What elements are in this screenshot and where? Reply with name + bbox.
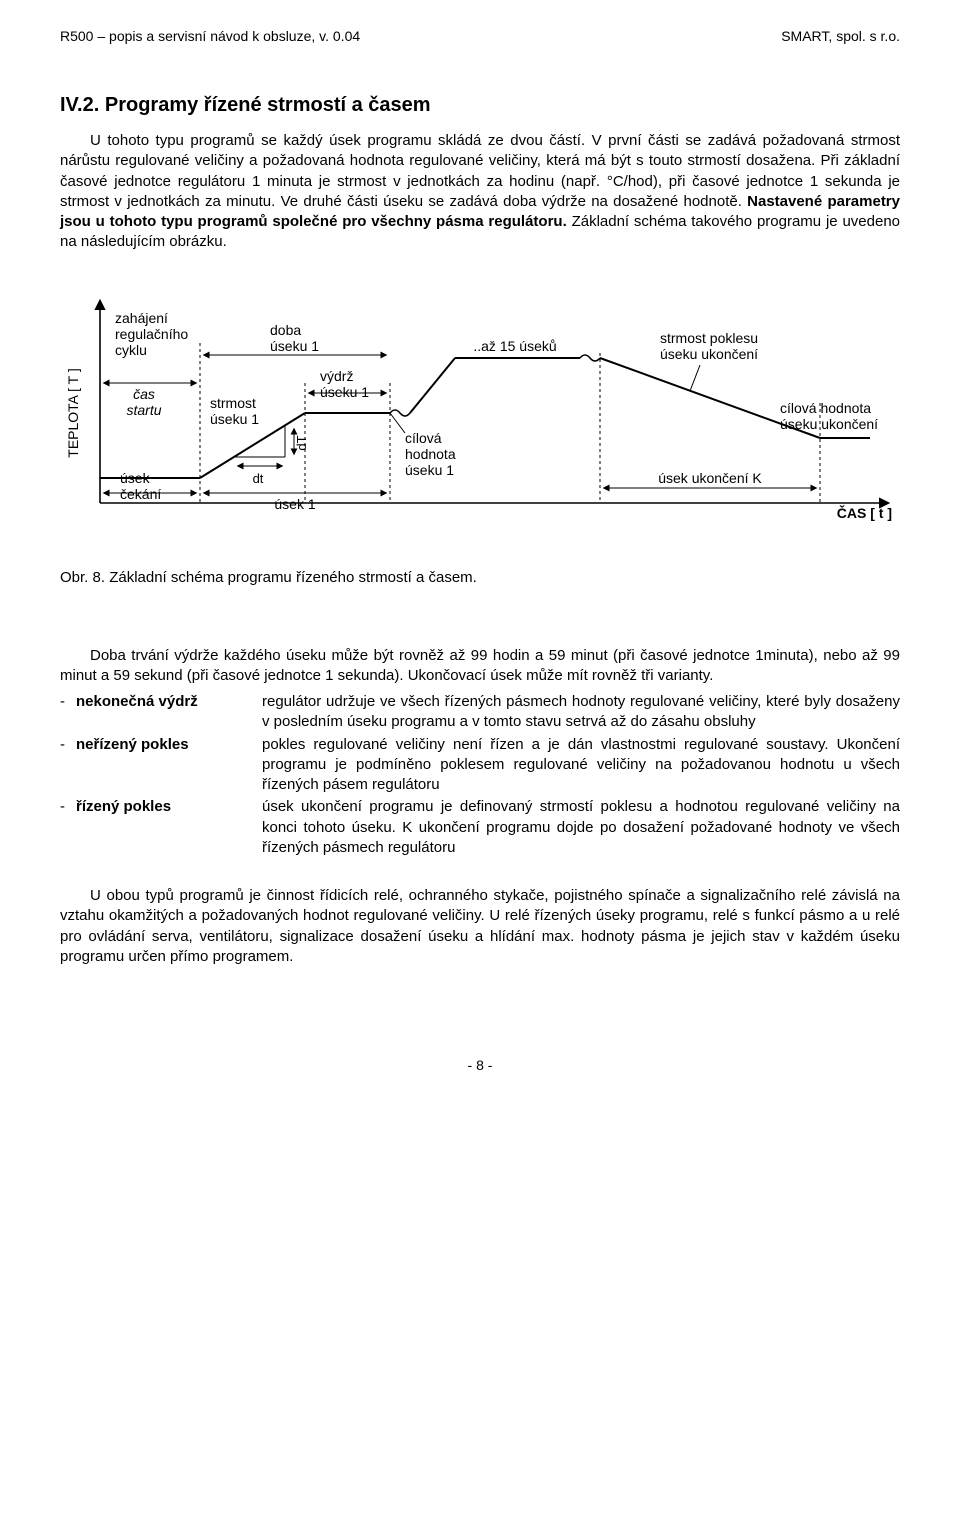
lbl-vydrz2: úseku 1 — [320, 384, 369, 400]
lbl-strmostp1: strmost poklesu — [660, 330, 758, 346]
lbl-strmostp2: úseku ukončení — [660, 346, 758, 362]
def-body-1: regulátor udržuje ve všech řízených pásm… — [262, 692, 900, 733]
lbl-cilova1: cílová — [405, 430, 442, 446]
lbl-zahajeni3: cyklu — [115, 342, 147, 358]
lbl-cas2: startu — [126, 402, 161, 418]
lbl-doba2: úseku 1 — [270, 338, 319, 354]
header-right: SMART, spol. s r.o. — [781, 28, 900, 44]
paragraph-relays: U obou typů programů je činnost řídicích… — [60, 886, 900, 967]
lbl-usekcek2: čekání — [120, 486, 161, 502]
lbl-strmost2: úseku 1 — [210, 411, 259, 427]
lbl-zahajeni2: regulačního — [115, 326, 188, 342]
lbl-az: ..až 15 úseků — [473, 338, 556, 354]
def-row-3: - řízený pokles úsek ukončení programu j… — [60, 797, 900, 858]
lbl-cilovauk1: cílová hodnota — [780, 400, 871, 416]
figure-caption: Obr. 8. Základní schéma programu řízenéh… — [60, 569, 900, 586]
def-row-2: - neřízený pokles pokles regulované veli… — [60, 735, 900, 796]
dash-icon: - — [60, 692, 72, 733]
lbl-cilova2: hodnota — [405, 446, 456, 462]
def-term-2: neřízený pokles — [72, 735, 262, 796]
axis-x-label: ČAS [ t ] — [837, 504, 892, 521]
page-header: R500 – popis a servisní návod k obsluze,… — [60, 28, 900, 44]
def-term-3: řízený pokles — [72, 797, 262, 858]
dash-icon: - — [60, 797, 72, 858]
lbl-vydrz1: výdrž — [320, 368, 353, 384]
lbl-doba1: doba — [270, 322, 301, 338]
lbl-strmost1: strmost — [210, 395, 256, 411]
paragraph-duration: Doba trvání výdrže každého úseku může bý… — [60, 646, 900, 687]
header-left: R500 – popis a servisní návod k obsluze,… — [60, 28, 360, 44]
def-body-2: pokles regulované veličiny není řízen a … — [262, 735, 900, 796]
lbl-cas1: čas — [133, 386, 155, 402]
axis-y-label: TEPLOTA [ T ] — [65, 368, 81, 457]
lbl-usekcek1: úsek — [120, 470, 151, 486]
section-title: IV.2. Programy řízené strmostí a časem — [60, 94, 900, 117]
paragraph-intro: U tohoto typu programů se každý úsek pro… — [60, 131, 900, 253]
def-term-1: nekonečná výdrž — [72, 692, 262, 733]
page-number: - 8 - — [60, 1057, 900, 1073]
lbl-usek1: úsek 1 — [274, 496, 315, 512]
program-schema-diagram: TEPLOTA [ T ] ČAS [ t ] dt dT zahájení r — [60, 293, 900, 543]
lbl-usekuk: úsek ukončení K — [658, 470, 762, 486]
def-row-1: - nekonečná výdrž regulátor udržuje ve v… — [60, 692, 900, 733]
dash-icon: - — [60, 735, 72, 796]
lbl-cilovauk2: úseku ukončení — [780, 416, 878, 432]
def-body-3: úsek ukončení programu je definovaný str… — [262, 797, 900, 858]
diagram-container: TEPLOTA [ T ] ČAS [ t ] dt dT zahájení r — [60, 293, 900, 543]
dt-label: dt — [253, 471, 264, 486]
lbl-zahajeni1: zahájení — [115, 310, 168, 326]
dT-label: dT — [294, 435, 309, 450]
lbl-cilova3: úseku 1 — [405, 462, 454, 478]
